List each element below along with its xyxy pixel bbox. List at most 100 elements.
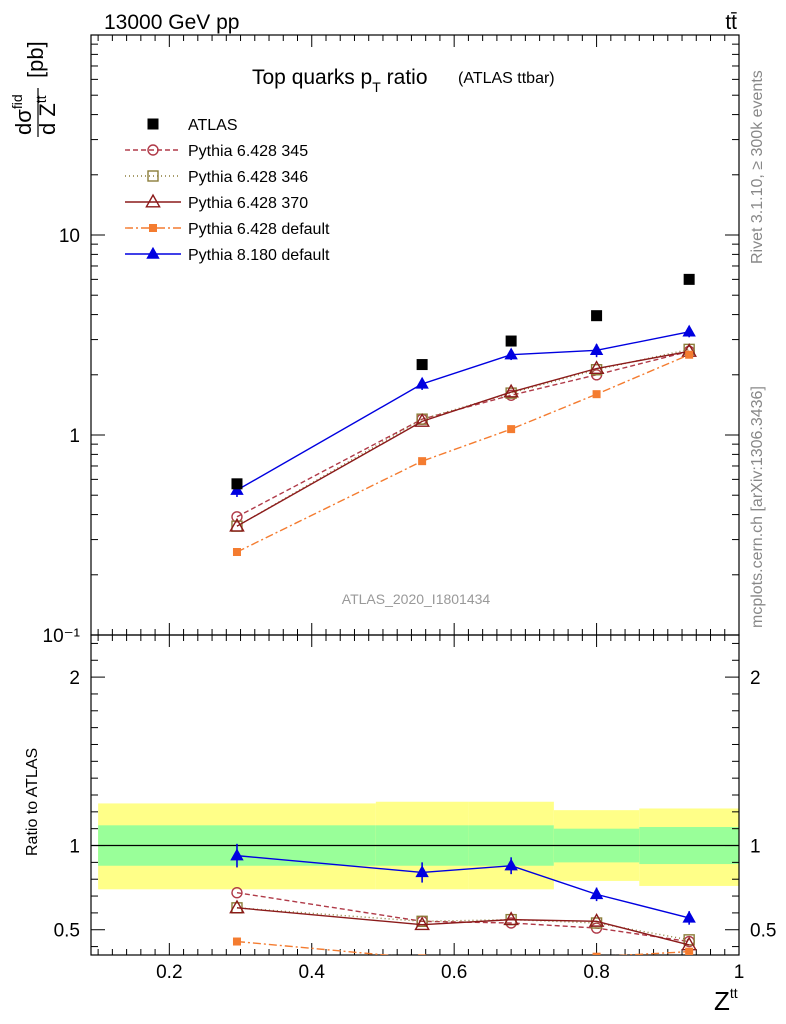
legend-item-pdef: Pythia 6.428 default — [125, 221, 330, 238]
ratio-y-axis-label: Ratio to ATLAS — [24, 748, 41, 856]
ratio-panel-frame — [90, 634, 740, 956]
y-tick-label: 10 — [59, 226, 80, 247]
ratio-uncertainty-bands — [91, 801, 739, 890]
main-y-axis-label: dσfid d Ztt [pb] — [9, 41, 60, 137]
legend-marker-p370 — [145, 193, 161, 208]
ylabel-den-sup: tt — [33, 95, 49, 103]
ratio-point-p370 — [414, 916, 430, 931]
x-axis-label-sup: tt — [730, 985, 738, 1001]
legend-marker-pdef — [149, 224, 157, 232]
series-line-p370 — [236, 350, 690, 527]
legend-item-p345: Pythia 6.428 345 — [125, 143, 308, 160]
point-pdef — [418, 457, 427, 466]
x-tick-label: 0.8 — [583, 962, 609, 983]
title-small: (ATLAS ttbar) — [458, 70, 555, 87]
point-pdef — [507, 425, 516, 434]
ratio-point-pdef — [232, 937, 241, 946]
legend-marker-p345 — [147, 144, 159, 156]
legend-label-p8: Pythia 8.180 default — [188, 247, 330, 264]
legend-label-p370: Pythia 6.428 370 — [188, 195, 308, 212]
title-sub: T — [372, 79, 381, 95]
title-main: Top quarks p — [252, 66, 372, 89]
x-tick-label: 0.2 — [156, 962, 182, 983]
legend-label-pdef: Pythia 6.428 default — [188, 221, 330, 238]
ratio-line-pdef — [236, 940, 690, 955]
ratio-line-p345 — [236, 891, 690, 943]
legend-item-p370: Pythia 6.428 370 — [125, 193, 308, 212]
ratio-y-tick-label-right: 2 — [750, 668, 761, 689]
ratio-series-layer — [229, 843, 697, 955]
ratio-point-p370 — [229, 899, 245, 914]
ratio-y-tick-label-right: 0.5 — [750, 921, 776, 942]
x-tick-label: 0.4 — [299, 962, 326, 983]
series-p370 — [229, 343, 697, 532]
point-p370 — [588, 360, 605, 375]
point-atlas — [416, 359, 428, 371]
point-atlas — [683, 273, 695, 285]
ratio-series-p8 — [230, 843, 696, 925]
series-p8 — [230, 324, 696, 497]
legend: ATLAS Pythia 6.428 345 Pythia 6.428 346 Pyt… — [125, 117, 330, 264]
header-process-label: tt̄ — [725, 11, 737, 34]
ratio-point-p345 — [231, 886, 243, 899]
ratio-point-p370 — [503, 911, 519, 926]
main-title: Top quarks pT ratio (ATLAS ttbar) — [252, 66, 555, 95]
ratio-y-tick-label-right: 1 — [750, 837, 761, 858]
header-energy-label: 13000 GeV pp — [104, 11, 239, 34]
ratio-series-p345 — [231, 886, 695, 948]
ratio-point-p8 — [589, 887, 604, 900]
point-p8 — [682, 324, 696, 337]
ratio-point-p8 — [504, 858, 518, 871]
series-line-p345 — [236, 350, 690, 518]
legend-label-p346: Pythia 6.428 346 — [188, 169, 308, 186]
series-pdef — [232, 350, 694, 557]
ratio-y-tick-label: 0.5 — [54, 921, 80, 942]
ratio-line-p370 — [236, 907, 690, 946]
x-axis-label: Ztt — [714, 985, 738, 1016]
series-atlas — [231, 273, 695, 490]
rivet-version-label: Rivet 3.1.10, ≥ 300k events — [749, 70, 766, 264]
x-tick-label: 0.6 — [441, 962, 467, 983]
svg-text:dσfid: dσfid — [9, 94, 36, 135]
x-axis-label-main: Z — [714, 986, 730, 1016]
series-line-p346 — [236, 348, 690, 527]
ylabel-num-sup: fid — [9, 94, 25, 109]
point-atlas — [591, 310, 603, 322]
ratio-point-p8 — [682, 910, 696, 923]
ratio-y-tick-label: 1 — [69, 837, 80, 858]
ylabel-den: d Z — [35, 103, 60, 135]
series-line-pdef — [236, 354, 690, 553]
ratio-point-p8 — [230, 848, 244, 861]
main-series-layer — [229, 273, 697, 557]
ratio-y-tick-label: 2 — [69, 668, 80, 689]
point-atlas — [505, 335, 517, 347]
ratio-line-p346 — [236, 907, 690, 941]
point-pdef — [232, 548, 241, 557]
ratio-series-pdef — [232, 937, 694, 955]
ratio-series-p370 — [229, 899, 697, 951]
svg-text:d Ztt: d Ztt — [33, 95, 60, 135]
legend-marker-p8 — [146, 246, 160, 259]
series-p346 — [231, 343, 695, 532]
svg-text:Top quarks pT ratio: Top quarks pT ratio — [252, 66, 428, 95]
point-p370 — [414, 413, 430, 427]
ratio-series-p346 — [231, 902, 695, 946]
y-tick-label: 1 — [69, 426, 80, 447]
y-tick-label: 10⁻¹ — [43, 626, 81, 647]
ratio-point-p346 — [416, 915, 428, 928]
point-p8 — [415, 376, 429, 389]
point-pdef — [592, 390, 601, 399]
ratio-point-p8 — [415, 865, 429, 878]
legend-item-p346: Pythia 6.428 346 — [125, 169, 308, 186]
series-line-p8 — [236, 331, 690, 491]
point-p370 — [503, 383, 519, 398]
point-p8 — [504, 347, 518, 360]
point-pdef — [685, 350, 694, 359]
legend-marker-p346 — [147, 170, 159, 182]
legend-marker-atlas — [147, 118, 159, 130]
series-p345 — [231, 345, 695, 523]
ratio-point-pdef — [685, 947, 694, 955]
point-p370 — [229, 517, 245, 532]
